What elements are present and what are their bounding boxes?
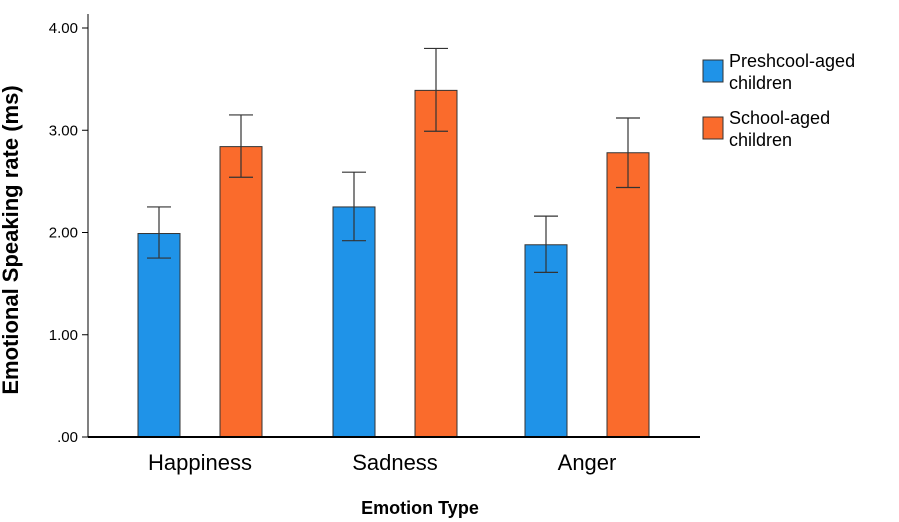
error-bar	[229, 114, 253, 178]
x-axis-categories: Happiness Sadness Anger	[148, 450, 616, 475]
x-axis-title: Emotion Type	[361, 498, 479, 518]
legend-label-line2: children	[729, 130, 792, 150]
y-tick-label: .00	[57, 429, 78, 446]
x-category-label: Happiness	[148, 450, 252, 475]
error-bar	[424, 47, 448, 132]
error-bar	[534, 215, 558, 273]
bar-anger-series-2	[606, 152, 650, 438]
legend-label-line1: School-aged	[729, 108, 830, 128]
y-tick-label: 3.00	[49, 122, 78, 139]
legend-swatch	[702, 59, 724, 83]
y-tick-label: 2.00	[49, 225, 78, 242]
error-bars-group	[147, 47, 640, 273]
x-category-label: Sadness	[352, 450, 438, 475]
error-bar	[147, 206, 171, 259]
x-category-label: Anger	[558, 450, 617, 475]
bar-happiness-series-2	[219, 146, 263, 438]
error-bar	[342, 171, 366, 242]
bar-happiness-series-1	[137, 233, 181, 438]
y-axis: .00 1.00 2.00 3.00 4.00	[49, 20, 88, 446]
legend-label-line1: Preshcool-aged	[729, 51, 855, 71]
y-axis-title: Emotional Speaking rate (ms)	[0, 85, 23, 394]
error-bar	[616, 117, 640, 189]
y-tick-label: 1.00	[49, 327, 78, 344]
bar-anger-series-1	[524, 244, 568, 438]
bar-sadness-series-1	[332, 206, 376, 438]
legend-swatch	[702, 116, 724, 140]
y-tick-label: 4.00	[49, 20, 78, 37]
bars-group	[137, 89, 650, 438]
legend: Preshcool-agedchildrenSchool-agedchildre…	[702, 51, 855, 150]
bar-sadness-series-2	[414, 89, 458, 438]
legend-label-line2: children	[729, 73, 792, 93]
